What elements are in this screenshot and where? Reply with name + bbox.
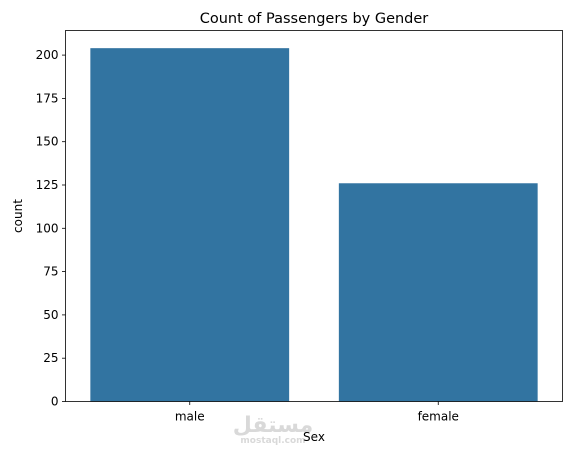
y-axis-label: count	[11, 199, 25, 233]
bars	[90, 48, 538, 402]
chart-title: Count of Passengers by Gender	[200, 11, 429, 27]
watermark: مستقل mostaql.com	[233, 413, 313, 446]
x-tick-label: male	[175, 410, 205, 424]
y-tick-label: 0	[51, 395, 59, 409]
y-tick-label: 100	[36, 221, 59, 235]
x-tick-label: female	[418, 410, 459, 424]
y-tick-label: 75	[43, 265, 58, 279]
watermark-arabic: مستقل	[233, 413, 313, 438]
y-tick-label: 150	[36, 135, 59, 149]
y-axis-ticks: 0 25 50 75 100 125 150 175 200	[36, 48, 66, 409]
bar-male	[90, 48, 290, 402]
y-tick-label: 200	[36, 48, 59, 62]
watermark-latin: mostaql.com	[240, 436, 305, 446]
y-tick-label: 50	[43, 308, 58, 322]
bar-female	[338, 183, 538, 402]
plot-frame	[65, 30, 563, 402]
y-tick-label: 175	[36, 91, 59, 105]
y-tick-label: 25	[43, 351, 58, 365]
x-axis-label: Sex	[303, 430, 325, 444]
y-tick-label: 125	[36, 178, 59, 192]
x-axis-ticks: male female	[175, 401, 459, 424]
